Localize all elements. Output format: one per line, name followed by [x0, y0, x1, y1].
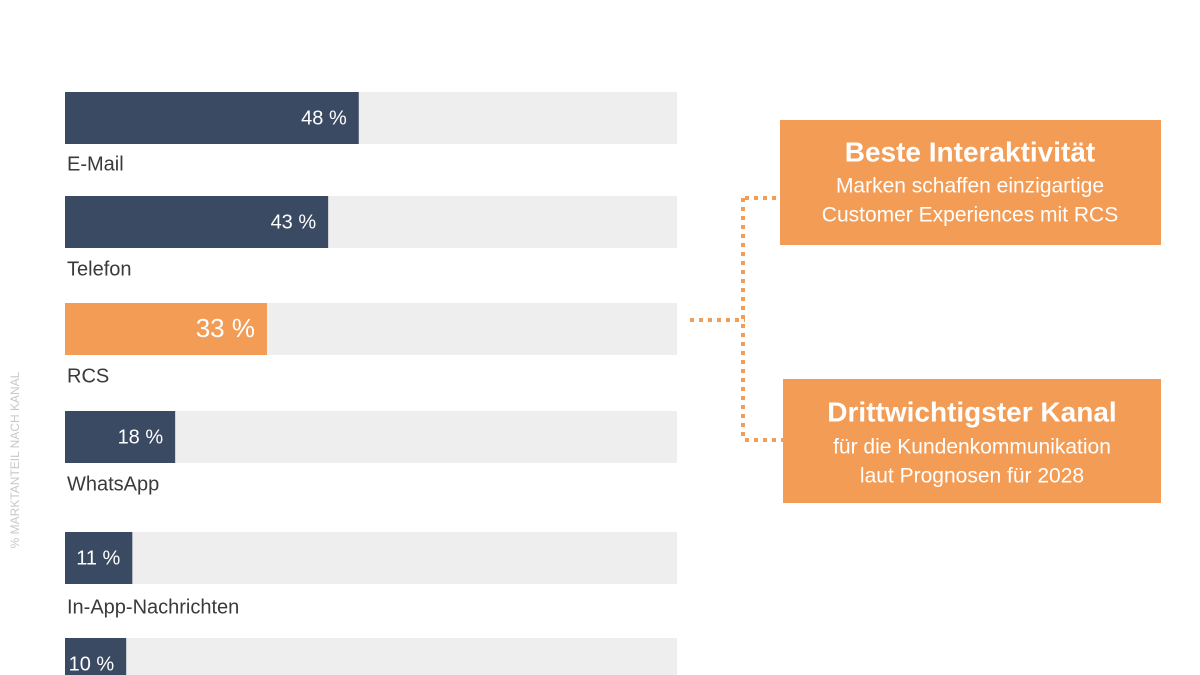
bar [65, 92, 359, 144]
value-label: 48 % [301, 107, 347, 129]
annotation-text: laut Prognosen für 2028 [860, 465, 1084, 488]
category-label: RCS [67, 365, 109, 387]
category-label: Telefon [67, 258, 132, 280]
category-label: E-Mail [67, 153, 124, 175]
bar [65, 303, 267, 355]
value-label: 43 % [271, 211, 317, 233]
bar [65, 196, 329, 248]
value-label: 18 % [118, 426, 164, 448]
value-label: 10 % [69, 653, 115, 675]
annotation-text: für die Kundenkommunikation [833, 436, 1111, 459]
annotation-text: Marken schaffen einzigartige [836, 175, 1104, 198]
value-label: 11 % [76, 547, 120, 569]
annotation-title: Beste Interaktivität [845, 136, 1096, 167]
annotation-box [783, 379, 1161, 503]
axis-label: % MARKTANTEIL NACH KANAL [8, 371, 22, 548]
bar-track [65, 638, 677, 675]
bar [65, 532, 133, 584]
connector [690, 196, 783, 442]
bar [65, 411, 176, 463]
value-label: 33 % [196, 313, 255, 343]
bar-track [65, 532, 677, 584]
annotation-text: Customer Experiences mit RCS [822, 204, 1118, 227]
annotation-title: Drittwichtigster Kanal [827, 396, 1116, 427]
annotation-box [780, 120, 1161, 245]
bar [65, 638, 127, 675]
category-label: In-App-Nachrichten [67, 596, 239, 618]
category-label: WhatsApp [67, 473, 159, 495]
